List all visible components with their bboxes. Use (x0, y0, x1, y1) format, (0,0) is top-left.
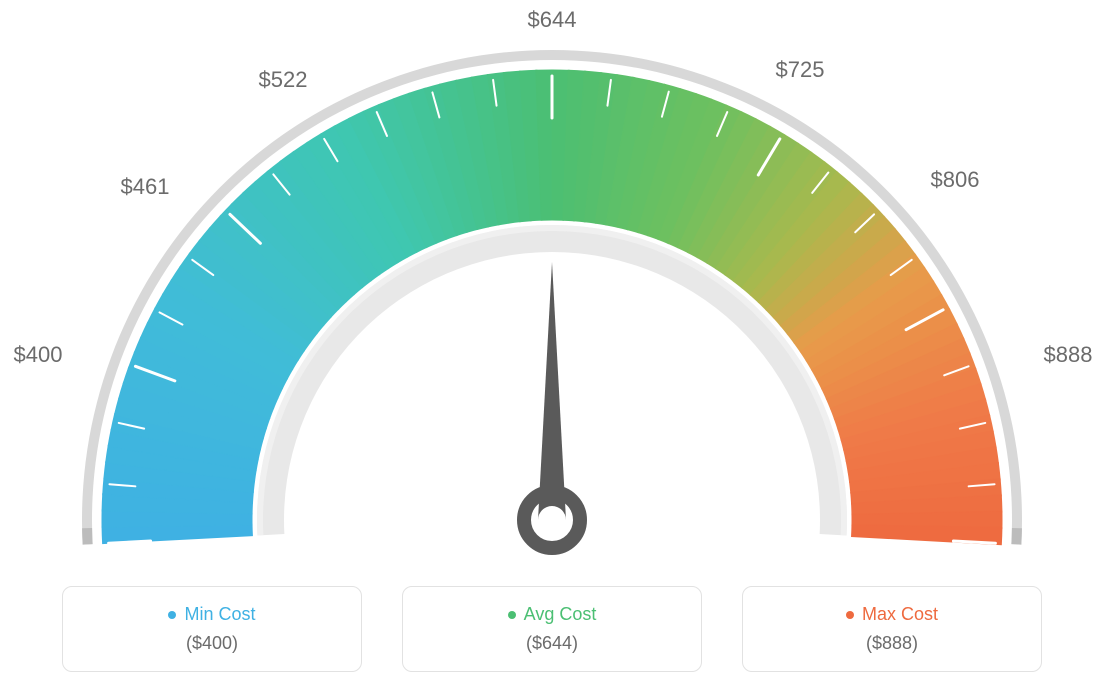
legend-card-min: Min Cost ($400) (62, 586, 362, 672)
gauge-tick-label: $725 (776, 57, 825, 83)
legend-label-max: Max Cost (862, 604, 938, 625)
legend-dot-max (846, 611, 854, 619)
legend: Min Cost ($400) Avg Cost ($644) Max Cost… (0, 586, 1104, 672)
gauge-tick-label: $888 (1044, 342, 1093, 368)
gauge-tick-label: $461 (121, 174, 170, 200)
legend-dot-avg (508, 611, 516, 619)
gauge-tick-label: $522 (259, 67, 308, 93)
legend-card-max: Max Cost ($888) (742, 586, 1042, 672)
gauge-tick-label: $644 (528, 7, 577, 33)
gauge-tick-label: $400 (14, 342, 63, 368)
legend-value-max: ($888) (866, 633, 918, 654)
legend-value-min: ($400) (186, 633, 238, 654)
legend-title-avg: Avg Cost (508, 604, 597, 625)
gauge-tick-label: $806 (931, 167, 980, 193)
legend-label-avg: Avg Cost (524, 604, 597, 625)
gauge-svg (0, 0, 1104, 560)
legend-value-avg: ($644) (526, 633, 578, 654)
legend-label-min: Min Cost (184, 604, 255, 625)
legend-title-min: Min Cost (168, 604, 255, 625)
legend-title-max: Max Cost (846, 604, 938, 625)
legend-card-avg: Avg Cost ($644) (402, 586, 702, 672)
legend-dot-min (168, 611, 176, 619)
gauge-chart: $400 $461 $522 $644 $725 $806 $888 (0, 0, 1104, 560)
